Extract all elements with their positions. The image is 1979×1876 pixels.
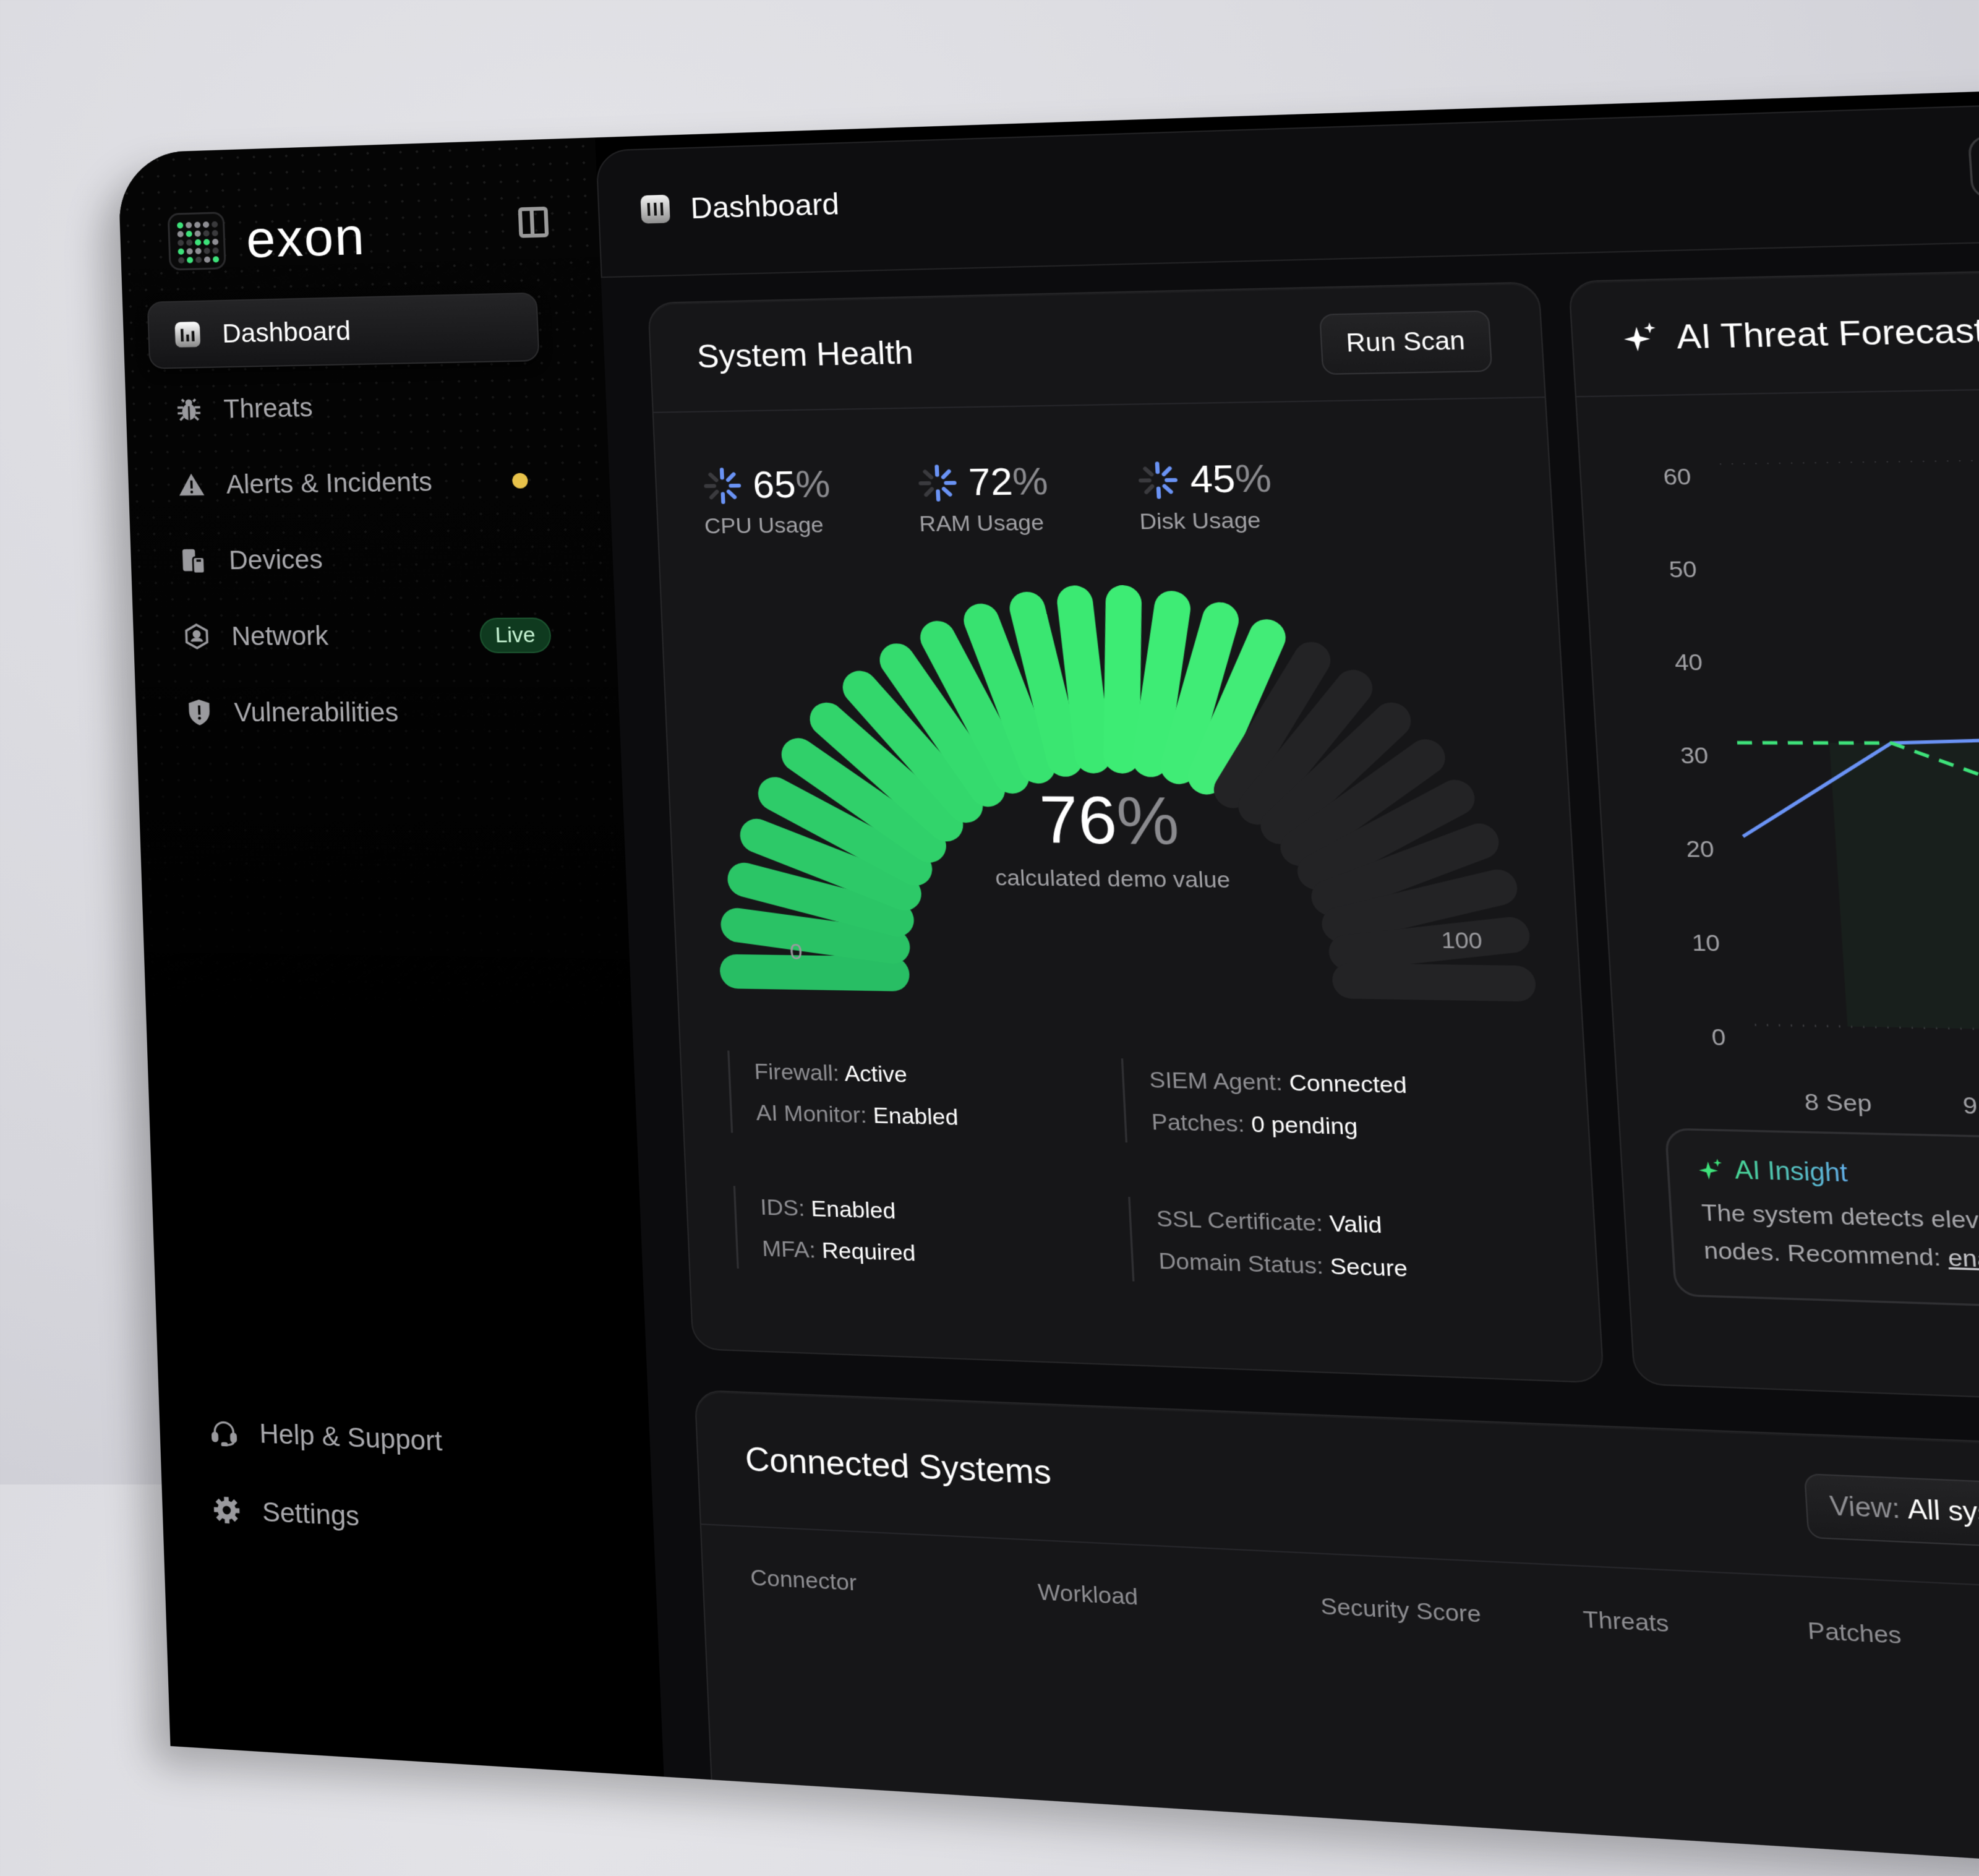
system-health-card: System Health Run Scan 65% CPU Usage <box>648 281 1604 1384</box>
gauge-min-label: 0 <box>789 939 803 965</box>
card-title: System Health <box>696 333 914 375</box>
gauge-value: 76% <box>669 781 1572 863</box>
x-axis-labels: 8 Sep 9 Sep 10 Sep <box>1759 1088 1979 1125</box>
status-group: Firewall: Active AI Monitor: Enabled <box>727 1051 1125 1143</box>
status-group: IDS: Enabled MFA: Required <box>733 1186 1132 1281</box>
dashboard-icon <box>174 320 202 348</box>
run-scan-button[interactable]: Run Scan <box>1319 310 1492 374</box>
sidebar-item-label: Network <box>231 620 329 651</box>
sidebar: exon Dashboard Threats <box>118 137 664 1776</box>
sidebar-item-vulnerabilities[interactable]: Vulnerabilities <box>160 677 555 747</box>
metric-cpu: 65% CPU Usage <box>702 462 832 539</box>
live-badge: Live <box>479 617 551 653</box>
spinner-icon <box>1136 460 1180 500</box>
shield-alert-icon <box>185 698 213 726</box>
sidebar-item-label: Threats <box>223 392 314 424</box>
brand-logo-icon <box>168 212 226 270</box>
sparkle-icon <box>1623 321 1660 354</box>
app-window: exon Dashboard Threats <box>118 72 1979 1876</box>
health-gauge: 76% calculated demo value 0 100 <box>659 531 1584 1054</box>
sidebar-item-help-support[interactable]: Help & Support <box>184 1395 586 1484</box>
column-patches[interactable]: Patches <box>1807 1617 1962 1653</box>
view-select[interactable]: View: All systems <box>1803 1473 1979 1551</box>
spinner-icon <box>702 466 743 505</box>
column-threats[interactable]: Threats <box>1583 1606 1809 1645</box>
network-icon <box>182 622 211 650</box>
sidebar-item-label: Devices <box>228 544 323 575</box>
sidebar-item-alerts-incidents[interactable]: Alerts & Incidents <box>152 446 546 520</box>
brand[interactable]: exon <box>168 205 367 272</box>
sparkle-icon <box>1698 1157 1725 1182</box>
column-security-score[interactable]: Security Score <box>1320 1593 1584 1634</box>
sidebar-item-devices[interactable]: Devices <box>155 523 549 595</box>
column-connector[interactable]: Connector <box>750 1565 1039 1606</box>
enable-auto-firewall-link[interactable]: enable auto firewall <box>1947 1244 1979 1279</box>
forecast-header: AI Threat Forecast <box>1570 257 1979 398</box>
card-title: AI Threat Forecast <box>1623 311 1979 358</box>
brand-name: exon <box>245 205 366 270</box>
sidebar-item-dashboard[interactable]: Dashboard <box>147 293 540 369</box>
mockup-stage: exon Dashboard Threats <box>0 0 1979 1484</box>
dashboard-content: System Health Run Scan 65% CPU Usage <box>601 228 1979 1876</box>
sidebar-toggle-icon[interactable] <box>518 207 549 238</box>
devices-icon <box>180 547 208 575</box>
page-title: Dashboard <box>640 186 840 226</box>
metric-ram: 72% RAM Usage <box>917 459 1051 537</box>
sidebar-item-settings[interactable]: Settings <box>186 1473 589 1564</box>
column-workload[interactable]: Workload <box>1037 1579 1321 1621</box>
sidebar-nav: Dashboard Threats Alerts & Incidents <box>147 293 556 756</box>
alert-indicator-dot <box>512 473 528 489</box>
security-status-grid: Firewall: Active AI Monitor: Enabled SIE… <box>680 1037 1598 1296</box>
status-group: SSL Certificate: Valid Domain Status: Se… <box>1128 1197 1546 1295</box>
sidebar-item-network[interactable]: Network Live <box>157 600 552 670</box>
sidebar-item-label: Dashboard <box>222 316 351 349</box>
sidebar-item-label: Vulnerabilities <box>234 697 399 728</box>
ai-insight-panel: AI Insight The system detects elevated r… <box>1664 1128 1979 1331</box>
sidebar-item-label: Alerts & Incidents <box>226 466 433 500</box>
gear-icon <box>212 1495 241 1525</box>
ai-insight-title: AI Insight <box>1698 1155 1881 1189</box>
sidebar-item-threats[interactable]: Threats <box>150 369 543 444</box>
status-group: SIEM Agent: Connected Patches: 0 pending <box>1121 1058 1538 1152</box>
usage-metrics: 65% CPU Usage 72% RAM Usage <box>654 398 1553 539</box>
sidebar-item-label: Help & Support <box>259 1418 443 1457</box>
dashboard-icon <box>640 195 670 224</box>
system-health-header: System Health Run Scan <box>649 283 1544 413</box>
connected-systems-card: Connected Systems View: All systems Conn… <box>694 1390 1979 1876</box>
ai-threat-forecast-card: AI Threat Forecast 6050403020100 8 Sep 9… <box>1568 255 1979 1426</box>
search-box[interactable] <box>1967 117 1979 200</box>
main-area: Dashboard System Health Run Scan <box>596 86 1979 1876</box>
gauge-max-label: 100 <box>1440 927 1483 954</box>
metric-disk: 45% Disk Usage <box>1136 456 1274 535</box>
warning-icon <box>177 471 206 499</box>
headset-icon <box>210 1417 239 1447</box>
spinner-icon <box>917 463 959 503</box>
bug-icon <box>175 396 203 424</box>
sidebar-item-label: Settings <box>262 1496 360 1532</box>
sidebar-bottom-nav: Help & Support Settings <box>184 1395 589 1572</box>
ai-insight-text: The system detects elevated risk of netw… <box>1701 1194 1979 1301</box>
